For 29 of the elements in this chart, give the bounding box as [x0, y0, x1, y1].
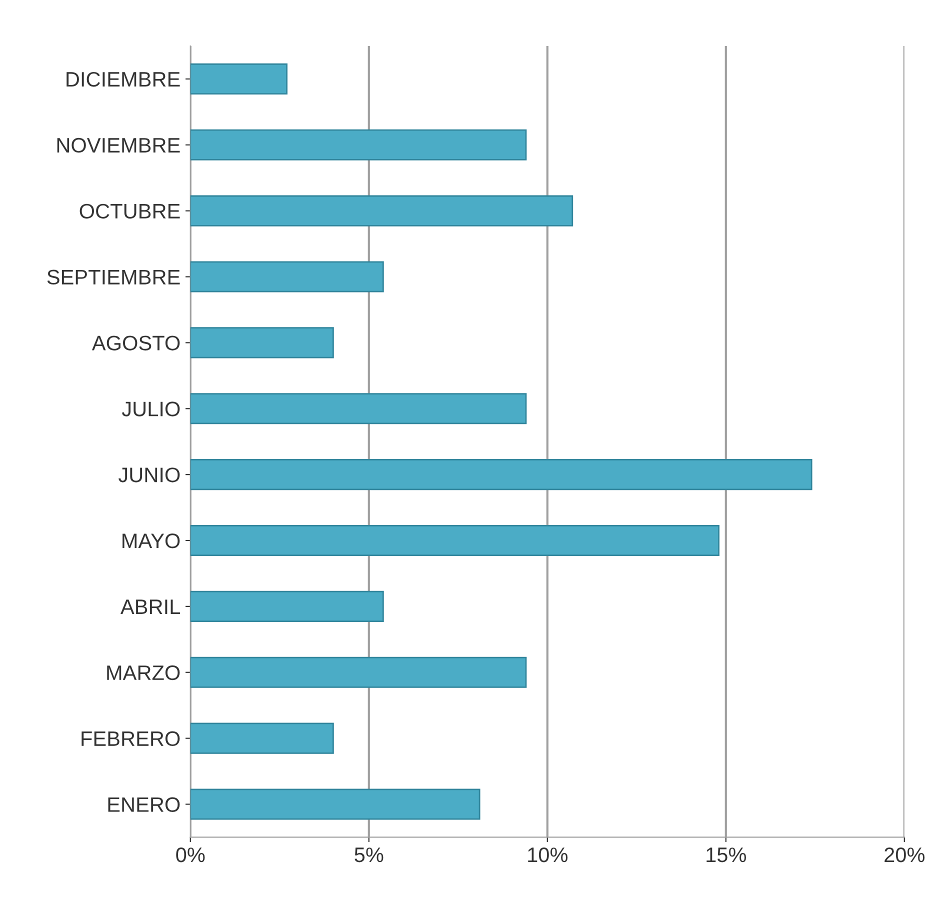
bar [190, 524, 720, 556]
y-tick-label: MARZO [107, 665, 180, 680]
bar [190, 656, 527, 688]
bar [190, 129, 527, 160]
bar [190, 459, 812, 490]
y-tick-label: SEPTIEMBRE [47, 270, 180, 285]
y-tick-label: MAYO [122, 534, 180, 548]
bar [190, 722, 334, 754]
y-tick-label: DICIEMBRE [66, 72, 180, 87]
bar [190, 327, 334, 358]
y-tick-label: ENERO [108, 797, 180, 812]
x-tick-label: 0% [176, 847, 205, 862]
bar [190, 590, 384, 622]
y-tick-label: AGOSTO [92, 336, 180, 350]
bar [190, 788, 480, 820]
x-tick-label: 20% [884, 847, 925, 862]
x-tick-label: 15% [706, 848, 746, 862]
bar [190, 393, 527, 424]
bar [190, 195, 574, 226]
y-tick-label: FEBRERO [82, 731, 180, 746]
x-tick-label: 10% [528, 847, 568, 862]
bar [190, 261, 384, 292]
y-tick-label: NOVIEMBRE [57, 138, 180, 153]
bar [190, 63, 288, 94]
y-tick-label: JULIO [122, 402, 180, 416]
y-tick-label: JUNIO [118, 468, 180, 482]
x-tick-label: 5% [354, 848, 384, 862]
y-tick-label: ABRIL [120, 600, 180, 614]
y-tick-label: OCTUBRE [80, 204, 180, 219]
